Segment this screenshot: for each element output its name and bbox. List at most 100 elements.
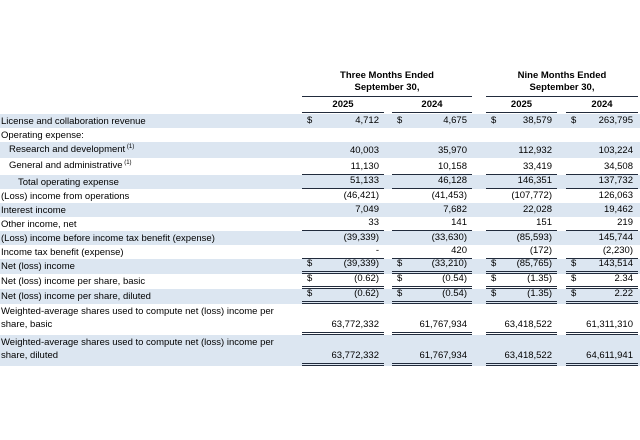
value-text: 63,418,522 (504, 319, 552, 330)
row-label: Total operating expense (0, 175, 300, 189)
cell-value: 35,970 (392, 142, 472, 158)
cell-value: 63,418,522 (486, 304, 557, 335)
value-text: 10,158 (437, 161, 467, 172)
cell-value: (39,339) (302, 231, 384, 245)
period-title: Three Months Ended (340, 70, 434, 81)
dollar-sign: $ (571, 115, 577, 126)
value-text: 4,675 (443, 115, 467, 126)
value-text: (172) (529, 245, 552, 256)
cell-value: 19,462 (566, 203, 638, 217)
cell-value: $ (0.54) (392, 273, 472, 289)
value-text: (0.62) (354, 288, 379, 299)
value-text: 61,311,310 (586, 319, 633, 330)
row-label-line2: share, basic (1, 319, 53, 330)
cell-value: 51,133 (302, 175, 384, 189)
cell-value: (107,772) (486, 189, 557, 203)
value-text: (0.54) (442, 288, 467, 299)
row-label: Research and development (1) (0, 142, 300, 158)
cell-value: 33,419 (486, 158, 557, 175)
period-group-three-months: Three Months Ended September 30, (302, 70, 472, 97)
year-column-header: 2024 (566, 99, 638, 113)
value-text: 46,128 (437, 175, 467, 186)
table-row: Operating expense: (0, 128, 640, 142)
table-row: (Loss) income before income tax benefit … (0, 231, 640, 245)
value-text: 33 (368, 217, 379, 228)
value-text: (2,230) (602, 245, 633, 256)
value-text: - (375, 245, 379, 256)
cell-value: 34,508 (566, 158, 638, 175)
row-label: Weighted-average shares used to compute … (0, 335, 300, 366)
cell-value: 33 (302, 217, 384, 231)
value-text: 38,579 (522, 115, 552, 126)
row-label: Net (loss) income per share, diluted (0, 289, 300, 304)
value-text: 2.22 (614, 288, 633, 299)
row-label-text: General and administrative (9, 160, 123, 171)
dollar-sign: $ (571, 273, 577, 284)
cell-value: 7,049 (302, 203, 384, 217)
value-text: 146,351 (517, 175, 552, 186)
value-text: (46,421) (343, 190, 379, 201)
value-text: 40,003 (349, 145, 379, 156)
value-text: 143,514 (598, 258, 633, 269)
footnote-ref: (1) (122, 159, 132, 166)
cell-value: 63,418,522 (486, 335, 557, 366)
table-row: Weighted-average shares used to compute … (0, 335, 640, 366)
row-label: General and administrative (1) (0, 158, 300, 175)
cell-value: $ (0.62) (302, 288, 384, 304)
cell-value: $2.34 (566, 273, 638, 289)
cell-value: 61,767,934 (392, 304, 472, 335)
dollar-sign: $ (571, 288, 577, 299)
value-text: (0.54) (442, 273, 467, 284)
table-header-years: 2025 2024 2025 2024 (0, 99, 640, 113)
cell-value: 151 (486, 217, 557, 231)
row-label: Weighted-average shares used to compute … (0, 304, 300, 335)
period-title: Nine Months Ended (517, 70, 607, 81)
value-text: (41,453) (431, 190, 467, 201)
cell-value: 11,130 (302, 158, 384, 175)
value-text: 35,970 (437, 145, 467, 156)
cell-value: $ (1.35) (486, 273, 557, 289)
cell-value: 61,311,310 (566, 304, 638, 335)
table-row: (Loss) income from operations (46,421) (41… (0, 189, 640, 203)
value-text: 11,130 (350, 161, 379, 172)
cell-value: 126,063 (566, 189, 638, 203)
cell-value: 141 (392, 217, 472, 231)
table-row: Interest income 7,049 7,682 22,028 19,462 (0, 203, 640, 217)
cell-value: $143,514 (566, 258, 638, 274)
row-label-text: Income tax benefit (expense) (1, 247, 124, 258)
cell-value: 103,224 (566, 142, 638, 158)
dollar-sign: $ (491, 273, 497, 284)
table-row: License and collaboration revenue $4,712 $… (0, 114, 640, 128)
row-label-text: Interest income (1, 205, 66, 216)
row-label: (Loss) income from operations (0, 189, 300, 203)
row-label-text: Net (loss) income (1, 261, 75, 272)
table-row: General and administrative (1) 11,130 10,1… (0, 158, 640, 175)
row-label: Operating expense: (0, 128, 300, 142)
row-label-text: Net (loss) income per share, basic (1, 276, 146, 287)
value-text: (85,593) (516, 232, 552, 243)
cell-value: $263,795 (566, 114, 638, 128)
dollar-sign: $ (397, 258, 403, 269)
row-label-text: (Loss) income from operations (1, 191, 130, 202)
cell-value: $2.22 (566, 288, 638, 304)
row-label: Net (loss) income per share, basic (0, 274, 300, 289)
year-column-header: 2025 (302, 99, 384, 113)
row-label-text: (Loss) income before income tax benefit … (1, 233, 215, 244)
cell-value: 137,732 (566, 175, 638, 189)
cell-value: $4,712 (302, 114, 384, 128)
header-gap (472, 70, 486, 97)
value-text: 61,767,934 (419, 350, 467, 361)
cell-value: $ (1.35) (486, 288, 557, 304)
cell-value: $ (85,765) (486, 258, 557, 274)
cell-value: (172) (486, 245, 557, 259)
dollar-sign: $ (307, 273, 313, 284)
value-text: 63,418,522 (504, 350, 552, 361)
table-row: Income tax benefit (expense) - 420 (172) (2,… (0, 245, 640, 259)
table-row: Net (loss) income $ (39,339) $ (33,210) $ (85,… (0, 258, 640, 274)
cell-value: $ (0.62) (302, 273, 384, 289)
cell-value: $ (39,339) (302, 258, 384, 274)
value-text: 141 (451, 217, 467, 228)
row-label-text: Other income, net (1, 219, 77, 230)
value-text: 63,772,332 (331, 350, 379, 361)
dollar-sign: $ (491, 258, 497, 269)
